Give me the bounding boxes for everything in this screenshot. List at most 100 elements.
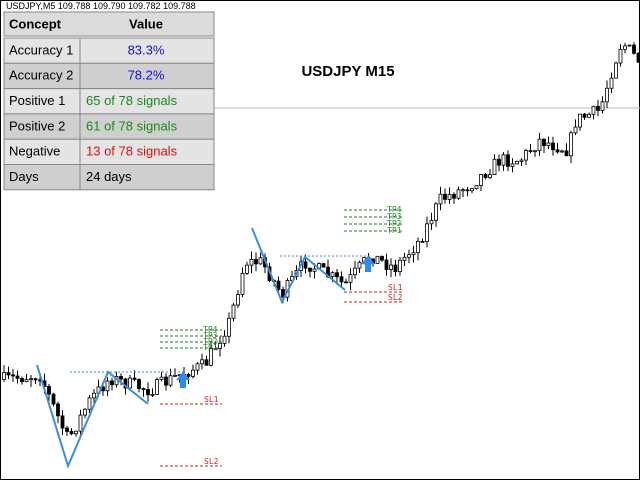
candle-body	[582, 113, 587, 118]
candle-body	[357, 261, 362, 269]
header-text: 109.788	[58, 1, 91, 11]
sl-label: SL2	[204, 457, 219, 466]
candle-body	[209, 348, 213, 366]
table-cell	[79, 164, 215, 191]
chart-title: USDJPY M15	[301, 63, 394, 80]
candle-body	[344, 281, 348, 284]
candle-body	[65, 427, 69, 432]
candle-body	[407, 254, 411, 258]
candle-body	[348, 274, 353, 283]
candle-body	[24, 379, 29, 383]
candle-body	[236, 294, 240, 306]
candle-body	[515, 160, 519, 165]
candle-body	[510, 163, 515, 167]
column-header: Value	[129, 16, 163, 31]
candle-body	[519, 159, 524, 162]
sl-label: SL1	[388, 283, 403, 292]
candle-body	[20, 378, 24, 383]
candle-body	[636, 52, 640, 63]
candle-body	[420, 240, 425, 243]
candle-body	[218, 342, 222, 350]
tp-label: TP1	[387, 226, 402, 235]
column-header: Concept	[9, 16, 62, 31]
candle-body	[573, 126, 578, 134]
tp-label: TP3	[203, 331, 218, 340]
header-text: 109.790	[93, 1, 126, 11]
candle-body	[537, 138, 542, 152]
candle-body	[321, 263, 326, 268]
tp-label: TP2	[203, 337, 218, 346]
candle-body	[587, 113, 591, 118]
row-label: Positive 2	[9, 118, 65, 133]
row-value: 13 of 78 signals	[86, 144, 178, 159]
header-text: USDJPY,M5	[6, 1, 55, 11]
candle-body	[470, 188, 474, 192]
tp-label: TP4	[203, 325, 218, 334]
candle-body	[600, 101, 605, 111]
candle-body	[506, 154, 510, 167]
buy-arrow	[361, 256, 375, 272]
candle-body	[416, 240, 420, 254]
candle-body	[578, 113, 582, 128]
row-value: 61 of 78 signals	[86, 118, 178, 133]
candle-body	[276, 280, 281, 290]
row-value: 83.3%	[128, 42, 165, 57]
candle-body	[222, 335, 227, 344]
candle-body	[429, 219, 434, 225]
symbol-header: USDJPY,M5 109.788 109.790 109.782 109.78…	[6, 1, 196, 11]
candle-body	[452, 194, 456, 199]
tp-label: TP2	[387, 219, 402, 228]
row-value: 24 days	[86, 169, 132, 184]
candle-body	[614, 62, 618, 79]
row-value: 78.2%	[128, 68, 165, 83]
candle-body	[123, 378, 128, 389]
tp-label: TP3	[387, 212, 402, 221]
candle-body	[393, 264, 398, 273]
candle-body	[110, 380, 114, 386]
candle-body	[150, 394, 155, 396]
candle-body	[488, 174, 492, 179]
candle-body	[353, 267, 357, 276]
candle-body	[308, 267, 312, 272]
candle-body	[186, 374, 191, 377]
candle-body	[195, 363, 200, 371]
candle-body	[551, 142, 555, 151]
candle-body	[546, 142, 551, 147]
candle-body	[555, 149, 560, 153]
candle-body	[227, 317, 231, 337]
candle-body	[155, 379, 159, 395]
row-label: Positive 1	[9, 93, 65, 108]
header-text: 109.788	[163, 1, 196, 11]
candle-body	[119, 376, 123, 380]
candle-body	[83, 408, 87, 416]
candle-body	[15, 375, 20, 379]
candle-body	[78, 414, 83, 432]
candle-body	[249, 258, 254, 266]
candle-body	[461, 189, 465, 192]
tp-label: TP4	[387, 205, 402, 214]
zigzag	[36, 364, 149, 469]
row-value: 65 of 78 signals	[86, 93, 178, 108]
candle-body	[105, 380, 110, 392]
table-cell	[3, 62, 81, 90]
candle-body	[483, 173, 488, 179]
candle-body	[524, 150, 528, 161]
candle-body	[6, 372, 11, 376]
candle-body	[312, 268, 317, 272]
candle-body	[159, 376, 164, 380]
candle-body	[141, 388, 146, 390]
candle-body	[560, 150, 564, 153]
candle-body	[434, 203, 438, 221]
candle-body	[479, 173, 483, 186]
table-cell	[3, 37, 81, 64]
table-header	[3, 11, 215, 37]
candle-body	[447, 194, 452, 200]
candle-body	[456, 189, 461, 199]
candle-body	[303, 261, 308, 269]
candle-body	[474, 185, 479, 190]
candle-body	[168, 375, 173, 386]
candle-body	[375, 255, 380, 264]
candle-body	[173, 374, 177, 377]
candle-body	[137, 379, 141, 389]
